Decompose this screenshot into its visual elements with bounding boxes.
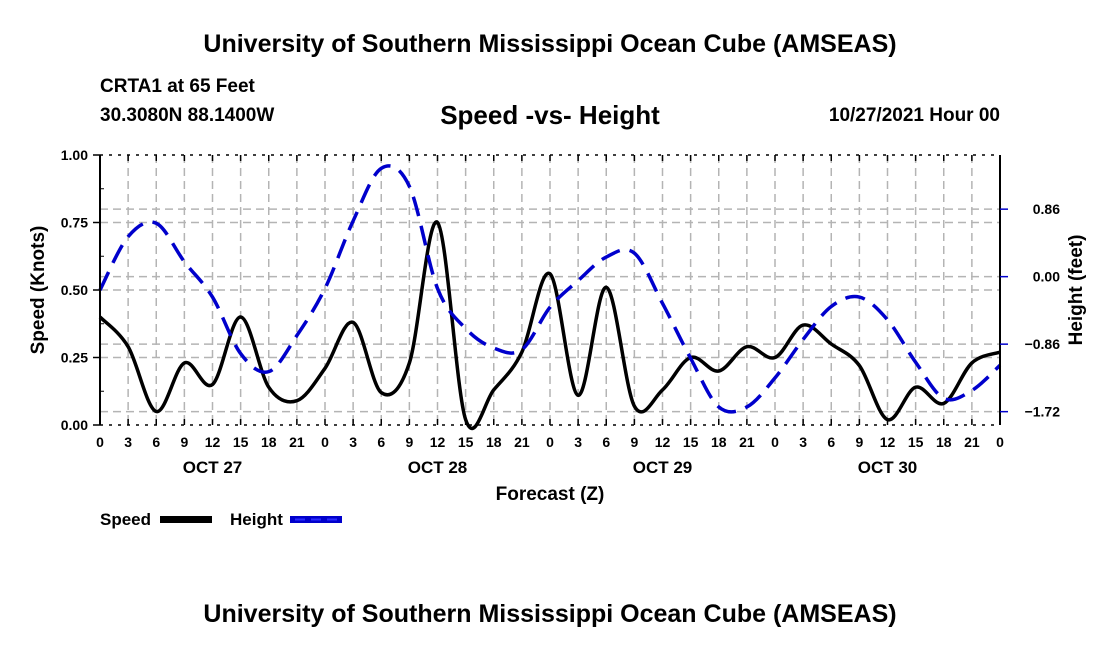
x-tick-label: 9 <box>855 434 863 450</box>
x-tick-label: 18 <box>261 434 277 450</box>
station-label: CRTA1 at 65 Feet <box>100 76 255 97</box>
x-tick-label: 6 <box>602 434 610 450</box>
x-tick-label: 0 <box>96 434 104 450</box>
x-tick-label: 12 <box>655 434 671 450</box>
x-tick-label: 15 <box>233 434 249 450</box>
series-layer <box>98 164 1002 431</box>
x-tick-label: 3 <box>799 434 807 450</box>
x-tick-label: 3 <box>124 434 132 450</box>
x-tick-label: 21 <box>289 434 305 450</box>
x-tick-label: 3 <box>349 434 357 450</box>
x-tick-label: 18 <box>486 434 502 450</box>
tick-labels: 0 3 6 9 12 15 18 21 0 3 6 9 12 15 18 21 0 3 6 9 12 15 18 21 0 3 6 9… <box>61 147 1060 477</box>
legend-label-speed: Speed <box>100 510 151 529</box>
main-title: University of Southern Mississippi Ocean… <box>203 30 897 58</box>
day-label: OCT 27 <box>183 458 243 477</box>
y-tick-label: 1.00 <box>61 147 88 163</box>
bottom-title: University of Southern Mississippi Ocean… <box>203 600 897 628</box>
x-tick-label: 15 <box>683 434 699 450</box>
day-label: OCT 30 <box>858 458 918 477</box>
y-tick-label: 0.00 <box>61 417 88 433</box>
x-axis-title: Forecast (Z) <box>496 484 605 505</box>
x-tick-label: 21 <box>964 434 980 450</box>
day-label: OCT 29 <box>633 458 693 477</box>
axes <box>93 154 1008 426</box>
x-tick-label: 6 <box>827 434 835 450</box>
x-tick-label: 12 <box>205 434 221 450</box>
x-tick-label: 9 <box>630 434 638 450</box>
y2-tick-label: 0.00 <box>1033 269 1060 285</box>
y-tick-label: 0.25 <box>61 350 88 366</box>
legend: Speed Height <box>100 510 342 529</box>
x-tick-label: 9 <box>180 434 188 450</box>
y-tick-label: 0.50 <box>61 282 88 298</box>
x-tick-label: 18 <box>711 434 727 450</box>
x-tick-label: 6 <box>377 434 385 450</box>
y2-axis-title: Height (feet) <box>1066 235 1087 346</box>
y-tick-label: 0.75 <box>61 215 88 231</box>
x-tick-label: 0 <box>546 434 554 450</box>
y-axis-title: Speed (Knots) <box>28 226 49 355</box>
x-tick-label: 0 <box>996 434 1004 450</box>
x-tick-label: 21 <box>739 434 755 450</box>
day-label: OCT 28 <box>408 458 468 477</box>
grid <box>100 155 1000 425</box>
forecast-datetime: 10/27/2021 Hour 00 <box>828 105 1000 126</box>
legend-label-height: Height <box>230 510 283 529</box>
coordinates-label: 30.3080N 88.1400W <box>100 105 275 126</box>
x-tick-label: 0 <box>771 434 779 450</box>
series-line-height <box>98 164 1002 414</box>
x-tick-label: 6 <box>152 434 160 450</box>
x-tick-label: 15 <box>458 434 474 450</box>
y2-tick-label: −1.72 <box>1025 404 1061 420</box>
x-tick-label: 9 <box>405 434 413 450</box>
x-tick-label: 0 <box>321 434 329 450</box>
y2-tick-label: 0.86 <box>1033 201 1060 217</box>
x-tick-label: 15 <box>908 434 924 450</box>
y2-tick-label: −0.86 <box>1025 336 1061 352</box>
series-line-speed <box>98 220 1001 431</box>
x-tick-label: 21 <box>514 434 530 450</box>
x-tick-label: 18 <box>936 434 952 450</box>
x-tick-label: 12 <box>880 434 896 450</box>
x-tick-label: 3 <box>574 434 582 450</box>
chart-subtitle: Speed -vs- Height <box>440 100 660 130</box>
legend-swatch-speed <box>160 516 212 523</box>
x-tick-label: 12 <box>430 434 446 450</box>
